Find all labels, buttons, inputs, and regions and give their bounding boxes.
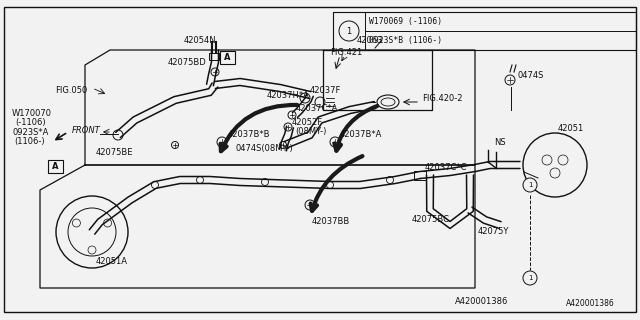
Text: W170069 (-1106): W170069 (-1106) <box>369 17 442 26</box>
Text: 42037BB: 42037BB <box>312 218 350 227</box>
Circle shape <box>172 141 179 148</box>
Text: 42037H*A: 42037H*A <box>267 91 310 100</box>
Ellipse shape <box>377 95 399 109</box>
Circle shape <box>300 93 310 103</box>
Text: (1106-): (1106-) <box>14 137 45 146</box>
Text: A420001386: A420001386 <box>566 299 615 308</box>
Circle shape <box>288 111 296 119</box>
Text: 1: 1 <box>528 182 532 188</box>
Circle shape <box>542 155 552 165</box>
Bar <box>414 171 426 180</box>
Text: 42037F: 42037F <box>310 85 341 94</box>
Text: 42075BC: 42075BC <box>412 215 450 225</box>
Ellipse shape <box>381 98 395 106</box>
Text: (08MY-): (08MY-) <box>295 126 326 135</box>
Circle shape <box>523 133 587 197</box>
FancyBboxPatch shape <box>47 159 63 172</box>
Text: 1: 1 <box>528 275 532 281</box>
Text: 0474S: 0474S <box>518 70 545 79</box>
Text: FRONT: FRONT <box>72 125 100 134</box>
Circle shape <box>211 68 219 76</box>
Text: 42037B*B: 42037B*B <box>228 130 271 139</box>
Text: 42037B*A: 42037B*A <box>340 130 382 139</box>
Text: 42063: 42063 <box>357 36 383 44</box>
Text: A: A <box>52 162 58 171</box>
Text: 0923S*A: 0923S*A <box>12 127 49 137</box>
Circle shape <box>152 181 159 188</box>
Text: FIG.420-2: FIG.420-2 <box>422 93 463 102</box>
Text: 0474S(08MY-): 0474S(08MY-) <box>235 143 292 153</box>
Text: W170070: W170070 <box>12 108 52 117</box>
Text: 42054N: 42054N <box>184 36 216 44</box>
Circle shape <box>505 75 515 85</box>
Circle shape <box>523 271 537 285</box>
Text: A420001386: A420001386 <box>455 298 508 307</box>
Text: 42075BE: 42075BE <box>96 148 134 156</box>
Text: (-1106): (-1106) <box>15 117 45 126</box>
Text: 0923S*B (1106-): 0923S*B (1106-) <box>369 36 442 45</box>
Text: FIG.421: FIG.421 <box>330 47 362 57</box>
Circle shape <box>284 123 292 131</box>
Circle shape <box>104 219 111 227</box>
Text: 42051A: 42051A <box>96 258 128 267</box>
Circle shape <box>196 177 204 183</box>
Circle shape <box>88 246 96 254</box>
Circle shape <box>315 97 325 107</box>
FancyBboxPatch shape <box>220 51 234 63</box>
Circle shape <box>387 177 394 183</box>
Circle shape <box>113 130 123 140</box>
Circle shape <box>330 137 340 147</box>
Bar <box>209 52 219 60</box>
Circle shape <box>262 179 269 186</box>
Circle shape <box>217 137 227 147</box>
Text: 1: 1 <box>346 27 351 36</box>
Text: 42052F: 42052F <box>292 117 323 126</box>
Circle shape <box>523 178 537 192</box>
Circle shape <box>305 200 315 210</box>
Text: 42075Y: 42075Y <box>478 227 509 236</box>
Circle shape <box>280 141 287 148</box>
Circle shape <box>72 219 81 227</box>
Text: A: A <box>224 52 230 61</box>
Circle shape <box>558 155 568 165</box>
Circle shape <box>68 208 116 256</box>
Text: 42051: 42051 <box>558 124 584 132</box>
Circle shape <box>326 181 333 188</box>
Text: FIG.050: FIG.050 <box>55 85 87 94</box>
Text: 42037C*A: 42037C*A <box>296 103 339 113</box>
Circle shape <box>339 21 359 41</box>
Circle shape <box>56 196 128 268</box>
Text: 42037C*C: 42037C*C <box>425 163 467 172</box>
Circle shape <box>550 168 560 178</box>
Text: 42075BD: 42075BD <box>168 58 207 67</box>
Text: NS: NS <box>494 138 506 147</box>
